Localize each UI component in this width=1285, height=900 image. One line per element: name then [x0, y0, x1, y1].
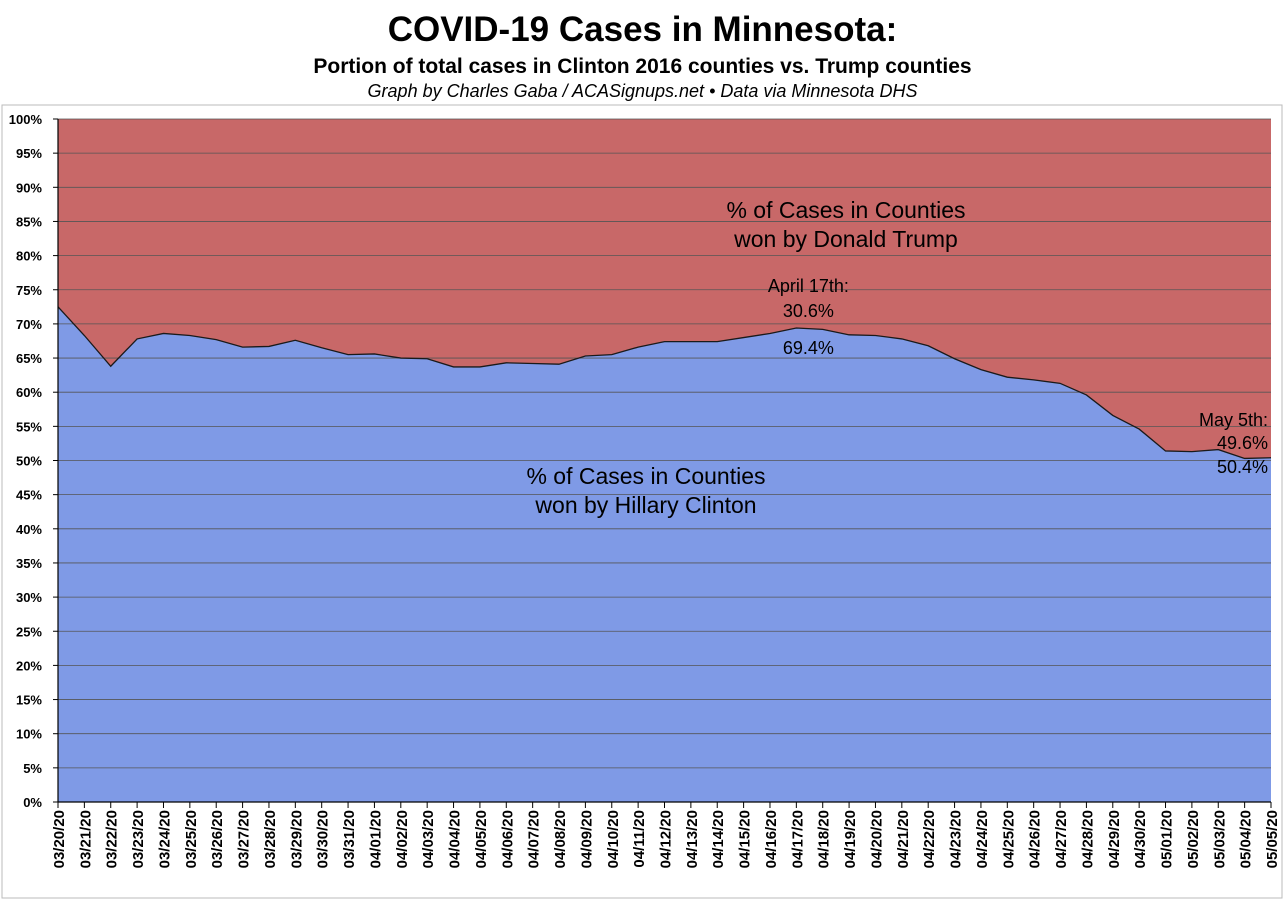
x-tick-label: 04/20/20 [868, 810, 885, 868]
y-tick-label: 95% [16, 146, 42, 161]
chart-subtitle: Portion of total cases in Clinton 2016 c… [313, 55, 972, 78]
y-tick-label: 0% [23, 795, 42, 810]
area-clinton [58, 306, 1271, 802]
y-tick-label: 15% [16, 693, 42, 708]
x-tick-label: 04/16/20 [763, 810, 780, 868]
x-tick-label: 03/23/20 [130, 810, 147, 868]
area-label-clinton-line2: won by Hillary Clinton [534, 492, 756, 518]
x-tick-label: 04/05/20 [473, 810, 490, 868]
annotation-april17-label: April 17th: [768, 276, 849, 296]
annotation-may5-clinton-value: 50.4% [1217, 457, 1268, 477]
x-tick-label: 04/07/20 [526, 810, 543, 868]
annotation-april17-trump-value: 30.6% [783, 301, 834, 321]
y-tick-label: 5% [23, 761, 42, 776]
y-tick-label: 60% [16, 385, 42, 400]
x-tick-label: 03/27/20 [236, 810, 253, 868]
y-tick-label: 25% [16, 624, 42, 639]
y-tick-label: 40% [16, 522, 42, 537]
x-tick-label: 05/05/20 [1264, 810, 1281, 868]
series-boundary-line [57, 306, 1272, 460]
x-tick-label: 04/08/20 [552, 810, 569, 868]
area-trump [58, 119, 1271, 459]
y-tick-label: 100% [9, 112, 43, 127]
area-label-trump-line1: % of Cases in Counties [726, 197, 965, 223]
y-tick-label: 55% [16, 419, 42, 434]
area-label-trump-line2: won by Donald Trump [733, 226, 958, 252]
x-tick-label: 03/21/20 [77, 810, 94, 868]
x-tick-label: 04/18/20 [816, 810, 833, 868]
x-tick-label: 05/03/20 [1211, 810, 1228, 868]
x-tick-label: 05/04/20 [1238, 810, 1255, 868]
x-tick-label: 04/27/20 [1053, 810, 1070, 868]
chart-credit: Graph by Charles Gaba / ACASignups.net •… [367, 81, 918, 101]
annotation-april17-clinton-value: 69.4% [783, 338, 834, 358]
x-tick-label: 03/25/20 [183, 810, 200, 868]
y-tick-label: 70% [16, 317, 42, 332]
y-tick-label: 75% [16, 283, 42, 298]
x-tick-label: 03/30/20 [315, 810, 332, 868]
y-tick-label: 20% [16, 658, 42, 673]
x-tick-label: 04/03/20 [420, 810, 437, 868]
x-tick-label: 04/22/20 [921, 810, 938, 868]
x-tick-label: 04/04/20 [447, 810, 464, 868]
x-tick-label: 04/17/20 [789, 810, 806, 868]
area-label-clinton-line1: % of Cases in Counties [526, 463, 765, 489]
x-tick-label: 03/20/20 [51, 810, 68, 868]
y-tick-label: 35% [16, 556, 42, 571]
x-tick-label: 04/11/20 [631, 810, 648, 868]
x-tick-label: 04/10/20 [605, 810, 622, 868]
chart-title: COVID-19 Cases in Minnesota: [387, 10, 898, 49]
y-tick-label: 45% [16, 488, 42, 503]
x-tick-label: 03/29/20 [288, 810, 305, 868]
x-tick-label: 04/01/20 [367, 810, 384, 868]
x-tick-label: 04/02/20 [394, 810, 411, 868]
x-tick-label: 04/24/20 [974, 810, 991, 868]
x-tick-label: 04/15/20 [737, 810, 754, 868]
x-tick-label: 04/30/20 [1132, 810, 1149, 868]
x-tick-label: 04/28/20 [1079, 810, 1096, 868]
x-tick-label: 04/13/20 [684, 810, 701, 868]
x-tick-label: 04/12/20 [658, 810, 675, 868]
y-tick-label: 80% [16, 249, 42, 264]
x-tick-label: 04/25/20 [1000, 810, 1017, 868]
x-tick-label: 04/23/20 [948, 810, 965, 868]
x-tick-label: 05/01/20 [1159, 810, 1176, 868]
x-tick-label: 05/02/20 [1185, 810, 1202, 868]
x-tick-label: 03/31/20 [341, 810, 358, 868]
x-tick-label: 03/28/20 [262, 810, 279, 868]
x-tick-label: 03/22/20 [104, 810, 121, 868]
x-tick-label: 04/06/20 [499, 810, 516, 868]
annotation-may5-label: May 5th: [1199, 410, 1268, 430]
x-tick-label: 04/09/20 [578, 810, 595, 868]
y-tick-label: 90% [16, 180, 42, 195]
x-tick-label: 04/26/20 [1027, 810, 1044, 868]
x-tick-label: 04/14/20 [710, 810, 727, 868]
x-tick-label: 03/24/20 [156, 810, 173, 868]
y-tick-label: 10% [16, 727, 42, 742]
y-tick-label: 50% [16, 454, 42, 469]
annotation-may5-trump-value: 49.6% [1217, 433, 1268, 453]
x-tick-label: 03/26/20 [209, 810, 226, 868]
x-tick-label: 04/19/20 [842, 810, 859, 868]
y-tick-label: 65% [16, 351, 42, 366]
x-tick-label: 04/29/20 [1106, 810, 1123, 868]
y-tick-label: 30% [16, 590, 42, 605]
y-tick-label: 85% [16, 214, 42, 229]
x-tick-label: 04/21/20 [895, 810, 912, 868]
